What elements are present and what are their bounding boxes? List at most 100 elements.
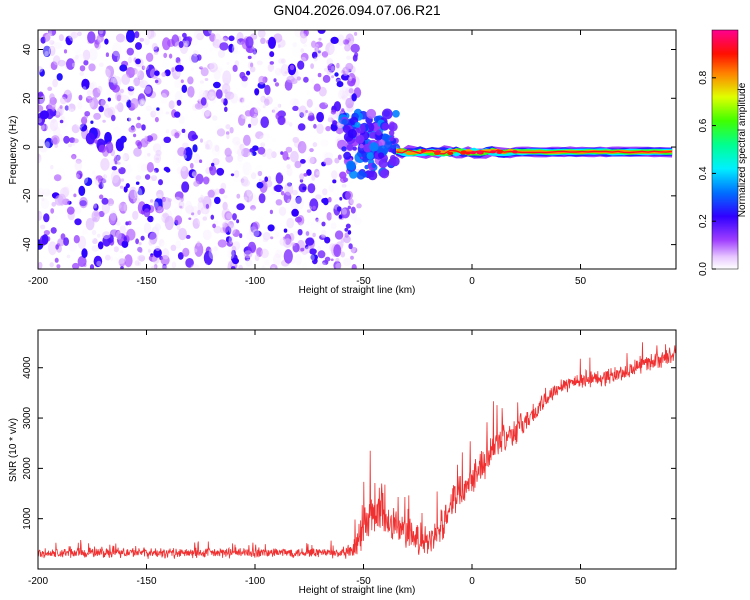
- spectrogram-cell: [197, 209, 201, 215]
- spectrogram-cell: [258, 178, 262, 183]
- spectrogram-cell: [265, 148, 274, 160]
- spectrogram-cell: [287, 32, 292, 38]
- spectrogram-cell: [245, 36, 254, 49]
- spectrogram-cell: [160, 89, 170, 98]
- spectrogram-cell: [59, 105, 63, 109]
- spectrogram-cell: [79, 71, 84, 76]
- spectrogram-cell: [339, 86, 349, 99]
- spectrogram-cell: [48, 30, 53, 36]
- spectrogram-cell: [211, 246, 219, 257]
- spectrogram-cell: [214, 145, 220, 152]
- spectrogram-cell: [343, 151, 352, 160]
- spectrogram-cell: [269, 209, 273, 215]
- spectrogram-cell: [173, 196, 182, 204]
- spectrogram-cell: [135, 175, 142, 181]
- spectrogram-cell: [320, 139, 329, 147]
- colorbar-tick-label: 0.6: [698, 118, 709, 132]
- snr-frame: [37, 329, 677, 570]
- spectrogram-cell: [334, 63, 341, 73]
- spectrogram-cell: [309, 148, 314, 153]
- spectrogram-cell: [60, 129, 68, 136]
- spectrogram-cell: [343, 258, 352, 266]
- spectrogram-cell: [339, 171, 347, 179]
- spectrogram-cell: [97, 85, 103, 94]
- spectrogram-cell: [341, 118, 348, 125]
- spectrogram-cell: [294, 160, 302, 169]
- spectrogram-cell: [313, 168, 320, 178]
- spectrogram-peak: [511, 150, 518, 154]
- spectrogram-cell: [151, 265, 157, 269]
- spectrogram-cell: [178, 41, 184, 48]
- spectrogram-cell: [279, 163, 284, 168]
- spectrogram-cell: [99, 62, 104, 68]
- spectrogram-cell: [178, 227, 187, 241]
- snr-y-tick-label: 4000: [22, 356, 33, 379]
- spectrogram-cell: [257, 170, 263, 177]
- spectrogram-cell: [296, 76, 301, 81]
- spectrogram-cell: [264, 98, 270, 106]
- spectrogram-cell: [322, 74, 331, 83]
- spectrogram-cell: [207, 189, 215, 198]
- spectrogram-cell: [225, 154, 234, 163]
- spectrogram-cell: [114, 155, 118, 162]
- spectrogram-cell: [313, 257, 318, 261]
- spectrogram-cell: [331, 75, 335, 79]
- spectrogram-cell: [156, 107, 160, 111]
- spectrogram-cell: [250, 115, 259, 126]
- spectrogram-cell: [161, 173, 170, 186]
- spectrogram-cell: [230, 266, 236, 269]
- spectrogram-cell: [191, 99, 196, 105]
- spectrogram-cell: [112, 42, 122, 57]
- spectrogram-cell: [91, 229, 97, 236]
- spectrogram-peak: [434, 151, 441, 155]
- spectrogram-cell: [305, 110, 309, 113]
- spectrogram-cell: [176, 224, 181, 231]
- spectrogram-cell: [59, 96, 67, 105]
- spectrogram-cell: [57, 106, 64, 116]
- spectrogram-cell: [97, 178, 102, 184]
- spectrogram-cell: [330, 258, 334, 262]
- spectrogram-cell: [336, 34, 345, 46]
- spectrogram-cell: [115, 229, 121, 239]
- spectrogram-cell: [62, 186, 70, 198]
- spectrogram-cell: [88, 48, 98, 61]
- spectrogram-cell: [107, 76, 115, 83]
- spectrogram-cell: [58, 59, 66, 70]
- spectrogram-cell: [276, 234, 282, 239]
- spectrogram-cell: [102, 119, 106, 123]
- spectrogram-cell: [348, 76, 353, 82]
- spectrogram-cell: [137, 244, 147, 257]
- spectrogram-cell: [192, 218, 200, 229]
- spectrogram-cell: [333, 101, 341, 112]
- spectrogram-cell: [144, 86, 152, 94]
- spectrogram-cell: [211, 162, 215, 167]
- spectrogram-cell: [44, 50, 49, 57]
- spectrogram-cell: [73, 138, 79, 144]
- spectrogram-cell: [381, 108, 393, 120]
- spectrogram-cell: [204, 110, 212, 117]
- spectrogram-cell: [39, 184, 49, 193]
- spectrogram-cell: [156, 193, 162, 200]
- spectrogram-cell: [75, 158, 82, 164]
- spectrogram-cell: [157, 206, 163, 213]
- spectrogram-cell: [204, 160, 214, 168]
- spectrogram-cell: [304, 139, 311, 147]
- spectrogram-cell: [246, 70, 251, 76]
- spectrogram-cell: [145, 105, 153, 111]
- spectrogram-cell: [101, 68, 111, 79]
- spectrogram-cell: [355, 134, 365, 144]
- spectrogram-cell: [266, 175, 272, 182]
- spectrogram-cell: [217, 49, 226, 58]
- spectrogram-cell: [340, 238, 345, 244]
- spectrogram-cell: [182, 154, 187, 159]
- spectrogram-cell: [302, 263, 307, 269]
- spectrogram-cell: [160, 140, 166, 147]
- spectrogram-cell: [331, 170, 338, 180]
- spectrogram-cell: [162, 213, 167, 218]
- spectrogram-cell: [104, 170, 114, 184]
- spectrogram-cell: [178, 115, 185, 124]
- spectrogram-cell: [60, 115, 65, 121]
- spectrogram-cell: [270, 236, 274, 240]
- spectrogram-cell: [49, 119, 59, 132]
- spectrogram-cell: [63, 135, 70, 144]
